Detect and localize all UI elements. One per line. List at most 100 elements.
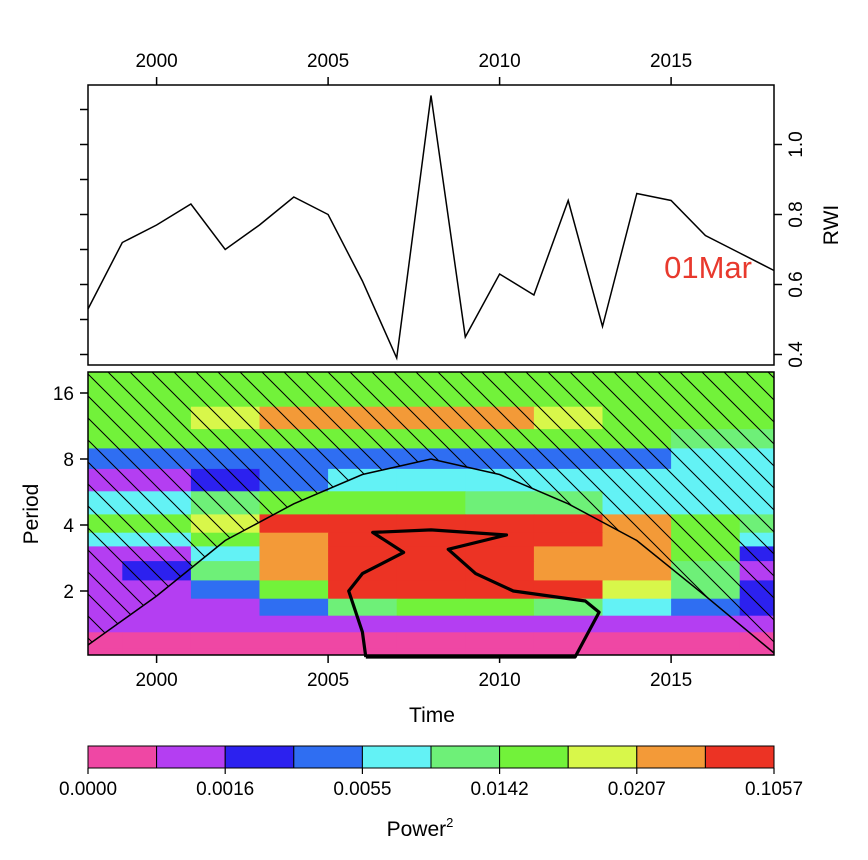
- heatmap-cell: [259, 598, 329, 617]
- legend-label: 0.0207: [608, 779, 666, 800]
- legend-swatch: [156, 745, 226, 769]
- heatmap-cell: [190, 615, 261, 633]
- heatmap-cell: [328, 561, 398, 581]
- wavelet-power-panel: 2000 2005 2010 2015 2 4 8 16 Time Period: [20, 371, 775, 727]
- heatmap-cell: [259, 561, 329, 581]
- heatmap-cell: [328, 615, 398, 633]
- heatmap-cell: [396, 561, 466, 581]
- heatmap-cell: [533, 532, 604, 547]
- heatmap-cell: [465, 598, 535, 617]
- heatmap-cell: [602, 598, 672, 617]
- legend-labels: 0.0000 0.0016 0.0055 0.0142 0.0207 0.1057: [59, 768, 803, 800]
- heatmap-cell: [122, 648, 192, 655]
- heatmap-cell: [190, 598, 261, 617]
- heatmap-cell: [602, 632, 672, 649]
- top-x-tick-label: 2015: [650, 51, 692, 72]
- rwi-tick-label: 0.8: [786, 201, 807, 227]
- heatmap-cell: [259, 546, 329, 562]
- period-axis-title: Period: [20, 484, 43, 545]
- heatmap-cell: [396, 532, 466, 547]
- heatmap-cell: [396, 598, 466, 617]
- heatmap-cell: [465, 632, 535, 649]
- heatmap-cell: [602, 580, 672, 600]
- time-x-tick-label: 2005: [307, 670, 349, 691]
- top-x-tick-label: 2000: [135, 51, 177, 72]
- cone-of-influence-line: [87, 458, 775, 654]
- heatmap-cell: [602, 561, 672, 581]
- heatmap-cell: [190, 580, 261, 600]
- heatmap-cell: [465, 491, 535, 515]
- significance-contour: [347, 528, 601, 659]
- heatmap-cell: [533, 561, 604, 581]
- heatmap-cell: [396, 491, 466, 515]
- legend-swatch: [361, 745, 432, 769]
- legend-label: 0.0000: [59, 779, 117, 800]
- rwi-tick-label: 0.6: [786, 271, 807, 297]
- heatmap-cell: [396, 514, 466, 534]
- legend-swatch: [293, 745, 363, 769]
- time-x-tick-label: 2015: [650, 670, 692, 691]
- legend-swatch: [499, 745, 569, 769]
- heatmap-cell: [465, 615, 535, 633]
- legend-swatch: [704, 745, 775, 769]
- legend-label: 0.0016: [196, 779, 254, 800]
- heatmap-cell: [259, 580, 329, 600]
- heatmap-cell: [465, 546, 535, 562]
- heatmap-cell: [671, 632, 741, 649]
- heatmap-cell: [88, 648, 123, 655]
- legend-label: 0.1057: [745, 779, 803, 800]
- time-x-tick-label: 2000: [135, 670, 177, 691]
- heatmap-cell: [328, 580, 398, 600]
- heatmap-cell: [328, 648, 398, 655]
- heatmap-cell: [533, 648, 604, 655]
- time-x-tick-label: 2010: [478, 670, 520, 691]
- heatmap-cell: [533, 632, 604, 649]
- heatmap-cell: [465, 514, 535, 534]
- time-axis-title: Time: [409, 704, 455, 727]
- heatmap-cell: [259, 514, 329, 534]
- rwi-tick-label: 1.0: [786, 131, 807, 157]
- heatmap-cell: [122, 615, 192, 633]
- station-annotation: 01Mar: [664, 250, 752, 285]
- legend-swatch: [87, 745, 158, 769]
- heatmap-cell: [533, 546, 604, 562]
- legend-swatch: [224, 745, 295, 769]
- rwi-line-panel: 2000 2005 2010 2015 0.4 0.6 0.8 1.0 RWI 01Mar: [80, 51, 843, 368]
- top-plot-frame: [87, 84, 775, 366]
- period-tick-label: 16: [53, 384, 74, 405]
- cone-of-influence-hatch: [88, 372, 774, 653]
- time-x-axis-ticks: 2000 2005 2010 2015: [135, 655, 692, 691]
- rwi-tick-label: 0.4: [786, 341, 807, 368]
- legend-label: 0.0142: [471, 779, 529, 800]
- period-tick-label: 8: [63, 450, 74, 471]
- legend-label: 0.0055: [333, 779, 391, 800]
- heatmap-cell: [465, 532, 535, 547]
- rwi-y-axis-ticks: 0.4 0.6 0.8 1.0: [80, 108, 807, 368]
- heatmap-cell: [259, 648, 329, 655]
- heatmap-cell: [465, 561, 535, 581]
- heatmap-cell: [465, 580, 535, 600]
- top-x-tick-label: 2010: [478, 51, 520, 72]
- heatmap-cell: [259, 615, 329, 633]
- heatmap-cell: [739, 648, 774, 655]
- heatmap-cell: [465, 648, 535, 655]
- heatmap-cell: [396, 632, 466, 649]
- heatmap-cell: [259, 632, 329, 649]
- heatmap-cell: [328, 491, 398, 515]
- heatmap-cell: [396, 648, 466, 655]
- bottom-plot-frame: [87, 371, 775, 656]
- heatmap-cell: [190, 632, 261, 649]
- heatmap-cell: [122, 632, 192, 649]
- heatmap-cell: [190, 561, 261, 581]
- legend-swatch: [430, 745, 501, 769]
- rwi-axis-title: RWI: [820, 205, 843, 245]
- power-color-legend: 0.0000 0.0016 0.0055 0.0142 0.0207 0.1057 Pow…: [59, 745, 803, 841]
- heatmap-cell: [396, 580, 466, 600]
- legend-title: Power2: [387, 815, 454, 841]
- legend-swatch: [636, 745, 706, 769]
- period-tick-label: 4: [63, 516, 74, 537]
- period-tick-label: 2: [63, 582, 74, 603]
- heatmap-cell: [602, 648, 672, 655]
- heatmap-cell: [396, 615, 466, 633]
